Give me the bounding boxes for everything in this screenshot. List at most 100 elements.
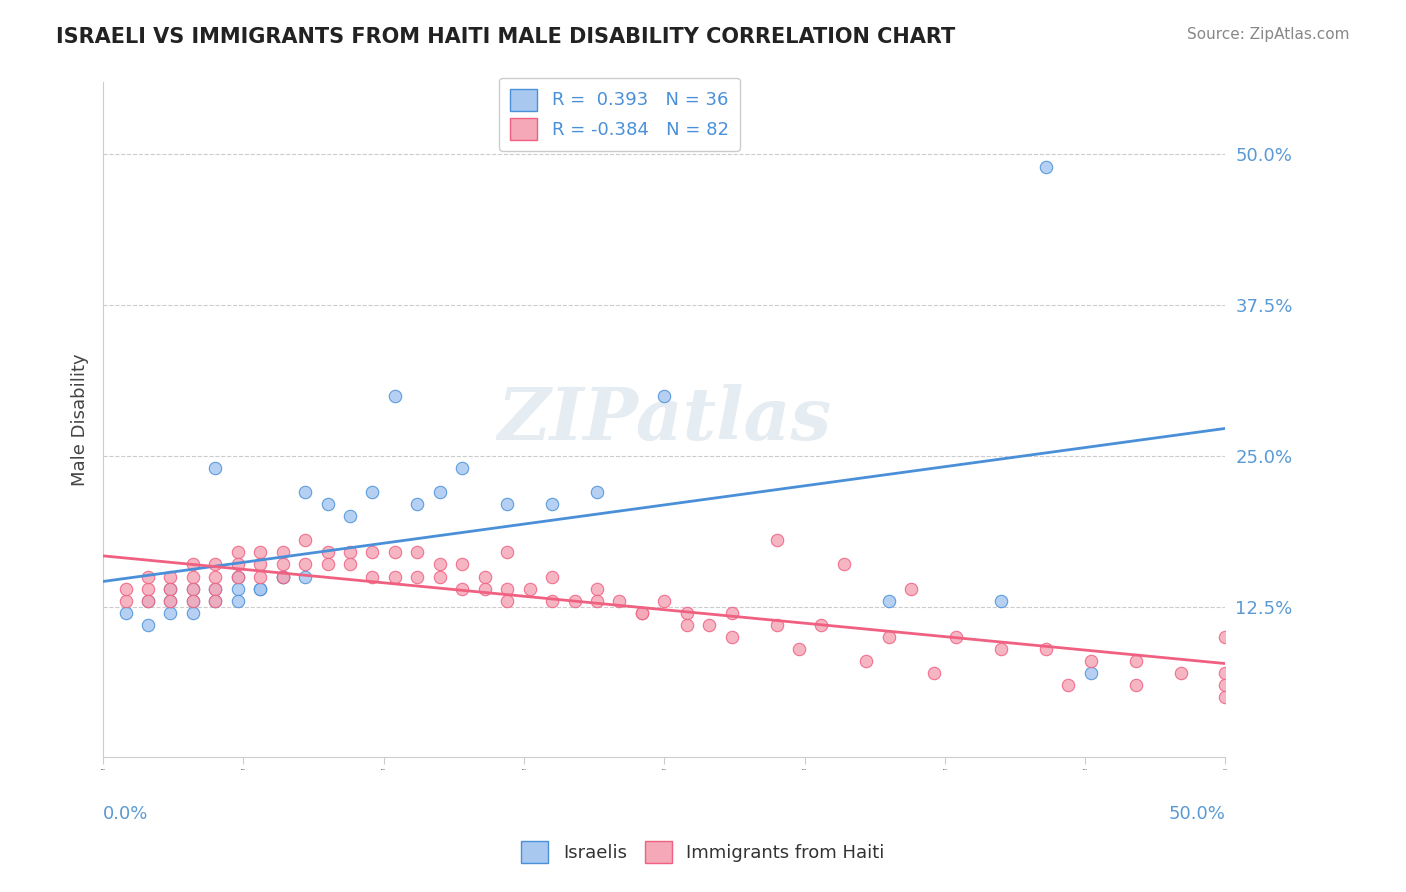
Y-axis label: Male Disability: Male Disability — [72, 353, 89, 486]
Point — [1035, 641, 1057, 656]
Point — [564, 593, 586, 607]
Point — [159, 582, 181, 596]
Point — [159, 582, 181, 596]
Point — [249, 569, 271, 583]
Point — [652, 593, 675, 607]
Point — [720, 630, 742, 644]
Point — [249, 545, 271, 559]
Point — [474, 569, 496, 583]
Point — [159, 593, 181, 607]
Point — [496, 497, 519, 511]
Point — [204, 569, 226, 583]
Point — [204, 582, 226, 596]
Point — [429, 485, 451, 500]
Point — [787, 641, 810, 656]
Point — [136, 617, 159, 632]
Point — [1170, 665, 1192, 680]
Point — [406, 545, 429, 559]
Point — [181, 569, 204, 583]
Point — [765, 617, 787, 632]
Point — [406, 497, 429, 511]
Point — [519, 582, 541, 596]
Point — [204, 582, 226, 596]
Point — [922, 665, 945, 680]
Point — [316, 558, 339, 572]
Point — [181, 582, 204, 596]
Point — [451, 558, 474, 572]
Point — [631, 606, 654, 620]
Text: ZIPatlas: ZIPatlas — [498, 384, 831, 455]
Point — [697, 617, 720, 632]
Point — [1080, 654, 1102, 668]
Text: 50.0%: 50.0% — [1168, 805, 1226, 822]
Point — [361, 485, 384, 500]
Point — [271, 558, 294, 572]
Point — [765, 533, 787, 548]
Point — [990, 593, 1012, 607]
Point — [204, 593, 226, 607]
Point — [496, 593, 519, 607]
Point — [249, 558, 271, 572]
Legend: R =  0.393   N = 36, R = -0.384   N = 82: R = 0.393 N = 36, R = -0.384 N = 82 — [499, 78, 740, 151]
Point — [675, 606, 697, 620]
Text: ISRAELI VS IMMIGRANTS FROM HAITI MALE DISABILITY CORRELATION CHART: ISRAELI VS IMMIGRANTS FROM HAITI MALE DI… — [56, 27, 956, 46]
Point — [114, 593, 136, 607]
Point — [339, 545, 361, 559]
Point — [1215, 630, 1237, 644]
Point — [181, 593, 204, 607]
Point — [271, 545, 294, 559]
Point — [294, 558, 316, 572]
Point — [451, 582, 474, 596]
Point — [249, 582, 271, 596]
Point — [1035, 160, 1057, 174]
Point — [990, 641, 1012, 656]
Point — [181, 582, 204, 596]
Point — [159, 569, 181, 583]
Text: 0.0%: 0.0% — [103, 805, 149, 822]
Point — [429, 558, 451, 572]
Point — [900, 582, 922, 596]
Point — [1215, 678, 1237, 692]
Point — [877, 593, 900, 607]
Point — [1125, 654, 1147, 668]
Point — [114, 582, 136, 596]
Point — [1080, 665, 1102, 680]
Point — [316, 497, 339, 511]
Point — [832, 558, 855, 572]
Legend: Israelis, Immigrants from Haiti: Israelis, Immigrants from Haiti — [510, 830, 896, 874]
Point — [271, 569, 294, 583]
Point — [294, 485, 316, 500]
Point — [586, 593, 609, 607]
Point — [406, 569, 429, 583]
Point — [226, 593, 249, 607]
Point — [226, 582, 249, 596]
Point — [609, 593, 631, 607]
Point — [316, 545, 339, 559]
Point — [541, 593, 564, 607]
Point — [339, 558, 361, 572]
Point — [339, 509, 361, 524]
Point — [271, 569, 294, 583]
Point — [271, 569, 294, 583]
Point — [204, 558, 226, 572]
Point — [204, 461, 226, 475]
Point — [136, 569, 159, 583]
Point — [159, 593, 181, 607]
Point — [720, 606, 742, 620]
Point — [541, 497, 564, 511]
Point — [877, 630, 900, 644]
Point — [586, 485, 609, 500]
Point — [136, 582, 159, 596]
Point — [384, 389, 406, 403]
Point — [1125, 678, 1147, 692]
Point — [496, 582, 519, 596]
Text: Source: ZipAtlas.com: Source: ZipAtlas.com — [1187, 27, 1350, 42]
Point — [249, 582, 271, 596]
Point — [1215, 690, 1237, 705]
Point — [181, 606, 204, 620]
Point — [226, 558, 249, 572]
Point — [361, 545, 384, 559]
Point — [945, 630, 967, 644]
Point — [496, 545, 519, 559]
Point — [114, 606, 136, 620]
